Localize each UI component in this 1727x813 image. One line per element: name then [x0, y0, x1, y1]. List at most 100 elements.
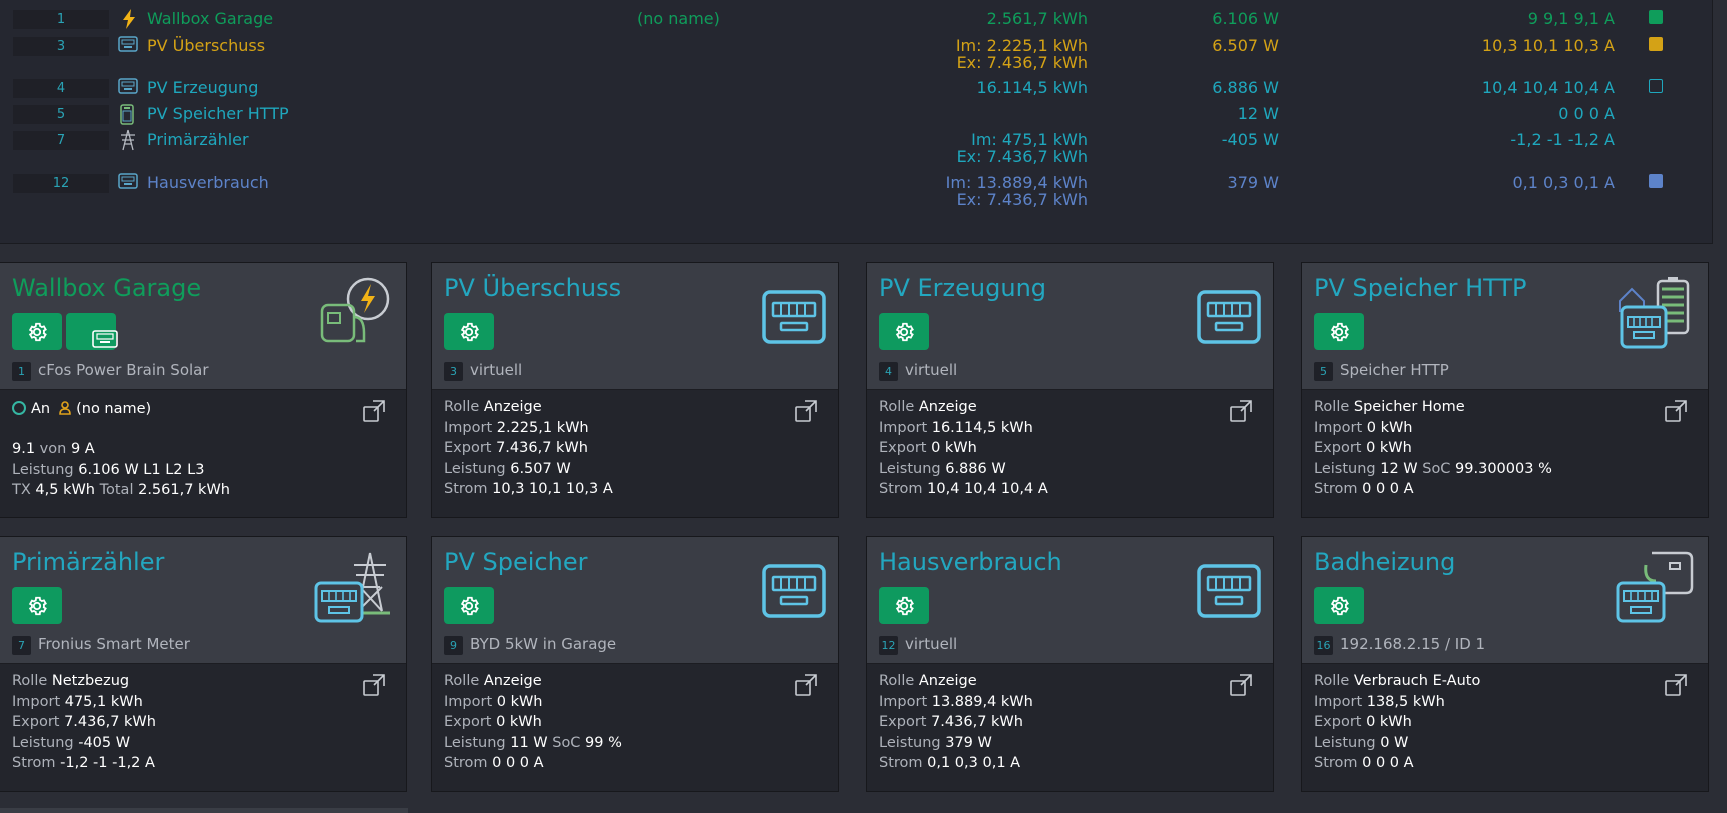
expand-icon[interactable] — [1664, 673, 1688, 701]
info-label: Leistung — [879, 734, 946, 751]
row-energy: Im: 13.889,4 kWh — [945, 173, 1088, 192]
info-value: 7.436,7 kWh — [931, 714, 1023, 730]
info-value: 9 A — [70, 441, 95, 457]
row-name[interactable]: Wallbox Garage — [147, 9, 274, 28]
info-label: Import — [444, 419, 497, 436]
meter-icon — [118, 172, 140, 194]
info-line: Import 0 kWh — [1314, 420, 1413, 436]
row-index: 1 — [13, 10, 109, 29]
settings-button[interactable] — [879, 587, 929, 624]
info-label: Rolle — [879, 673, 919, 689]
device-index-badge: 5 — [1314, 362, 1333, 381]
info-value: 0 kWh — [1366, 714, 1412, 730]
card-title[interactable]: Badheizung — [1314, 548, 1456, 576]
info-value: 99 % — [585, 734, 622, 751]
card-title[interactable]: PV Speicher — [444, 548, 588, 576]
card-title[interactable]: Wallbox Garage — [12, 274, 202, 302]
device-index-badge: 1 — [12, 362, 31, 381]
info-line: Export 0 kWh — [879, 440, 977, 456]
row-current: 10,3 10,1 10,3 A — [1481, 36, 1615, 55]
info-value: 379 W — [945, 734, 992, 751]
card-header: PV Überschuss 3 virtuell — [432, 263, 838, 390]
table-row[interactable]: 12 Hausverbrauch Im: 13.889,4 kWh Ex: 7.436… — [0, 172, 1712, 214]
meter-button[interactable] — [66, 313, 118, 350]
info-line: Import 475,1 kWh — [12, 694, 143, 710]
settings-button[interactable] — [444, 587, 494, 624]
info-line: Rolle Speicher Home — [1314, 399, 1465, 415]
info-line: Strom 10,3 10,1 10,3 A — [444, 481, 613, 497]
settings-button[interactable] — [1314, 313, 1364, 350]
meter-icon — [762, 564, 826, 622]
settings-button[interactable] — [12, 313, 62, 350]
card-title[interactable]: Primärzähler — [12, 548, 165, 576]
expand-icon[interactable] — [362, 399, 386, 427]
expand-icon[interactable] — [794, 673, 818, 701]
info-value: 10,4 10,4 10,4 A — [927, 481, 1048, 497]
meter-icon — [118, 35, 140, 57]
expand-icon[interactable] — [1664, 399, 1688, 427]
row-user: (no name) — [637, 9, 720, 28]
info-label: Export — [12, 714, 65, 730]
row-power: 379 W — [1227, 173, 1279, 192]
info-value: 0,1 0,3 0,1 A — [927, 755, 1021, 771]
row-current: 0,1 0,3 0,1 A — [1512, 173, 1615, 192]
info-value: 7.436,7 kWh — [64, 714, 156, 730]
info-value: Speicher Home — [1353, 399, 1465, 415]
table-row[interactable]: 7 Primärzähler Im: 475,1 kWh Ex: 7.436,7 kW… — [0, 129, 1712, 171]
device-subtitle: virtuell — [470, 361, 523, 379]
expand-icon[interactable] — [1229, 673, 1253, 701]
info-label: Rolle — [444, 399, 484, 415]
info-value: 7.436,7 kWh — [496, 440, 588, 456]
expand-icon[interactable] — [362, 673, 386, 701]
info-line: Import 13.889,4 kWh — [879, 694, 1033, 710]
info-line: Leistung 12 W SoC 99.300003 % — [1314, 461, 1552, 477]
info-value: 6.886 W — [945, 460, 1006, 477]
card-title[interactable]: Hausverbrauch — [879, 548, 1062, 576]
device-card: PV Erzeugung 4 virtuell Rolle Anzeige Import… — [866, 262, 1274, 518]
info-line: Export 7.436,7 kWh — [12, 714, 156, 730]
info-label: Strom — [879, 481, 928, 497]
info-label: Leistung — [444, 460, 511, 477]
row-power: 12 W — [1237, 104, 1279, 123]
info-value: Anzeige — [483, 673, 542, 689]
info-label: Leistung — [1314, 460, 1381, 477]
table-row[interactable]: 4 PV Erzeugung 16.114,5 kWh 6.886 W 10,4 10,… — [0, 78, 1712, 101]
info-label: Strom — [1314, 481, 1363, 497]
info-line: Import 2.225,1 kWh — [444, 420, 589, 436]
settings-button[interactable] — [12, 587, 62, 624]
row-name[interactable]: PV Erzeugung — [147, 78, 259, 97]
row-current: 0 0 0 A — [1558, 104, 1615, 123]
info-value: 0 kWh — [1366, 419, 1413, 436]
row-energy: Im: 475,1 kWh — [971, 130, 1088, 149]
device-card: Badheizung 16 192.168.2.15 / ID 1 Rolle Ver… — [1301, 536, 1709, 792]
info-line: Rolle Anzeige — [444, 673, 542, 689]
info-value: 4,5 kWh — [35, 482, 95, 498]
status-user: (no name) — [76, 401, 152, 417]
row-energy: Ex: 7.436,7 kWh — [956, 53, 1088, 72]
card-title[interactable]: PV Überschuss — [444, 274, 622, 302]
status-indicator — [1649, 10, 1663, 24]
table-row[interactable]: 1 Wallbox Garage (no name) 2.561,7 kWh 6.106… — [0, 9, 1712, 32]
card-title[interactable]: PV Erzeugung — [879, 274, 1047, 302]
settings-button[interactable] — [444, 313, 494, 350]
info-line: Strom 10,4 10,4 10,4 A — [879, 481, 1048, 497]
table-row[interactable]: 3 PV Überschuss Im: 2.225,1 kWh Ex: 7.436,7… — [0, 35, 1712, 77]
info-label: Strom — [444, 755, 493, 771]
card-title[interactable]: PV Speicher HTTP — [1314, 274, 1527, 302]
info-line: Leistung 6.886 W — [879, 461, 1006, 477]
info-line: Leistung -405 W — [12, 735, 130, 751]
row-name[interactable]: Hausverbrauch — [147, 173, 269, 192]
row-energy: Ex: 7.436,7 kWh — [956, 147, 1088, 166]
row-name[interactable]: Primärzähler — [147, 130, 249, 149]
expand-icon[interactable] — [794, 399, 818, 427]
expand-icon[interactable] — [1229, 399, 1253, 427]
table-row[interactable]: 5 PV Speicher HTTP 12 W 0 0 0 A — [0, 104, 1712, 127]
info-value: 13.889,4 kWh — [931, 693, 1033, 710]
settings-button[interactable] — [879, 313, 929, 350]
row-name[interactable]: PV Überschuss — [147, 36, 266, 55]
row-name[interactable]: PV Speicher HTTP — [147, 104, 289, 123]
info-value: Netzbezug — [51, 673, 130, 689]
power-tower-icon — [118, 129, 140, 151]
settings-button[interactable] — [1314, 587, 1364, 624]
info-label: Export — [879, 440, 932, 456]
